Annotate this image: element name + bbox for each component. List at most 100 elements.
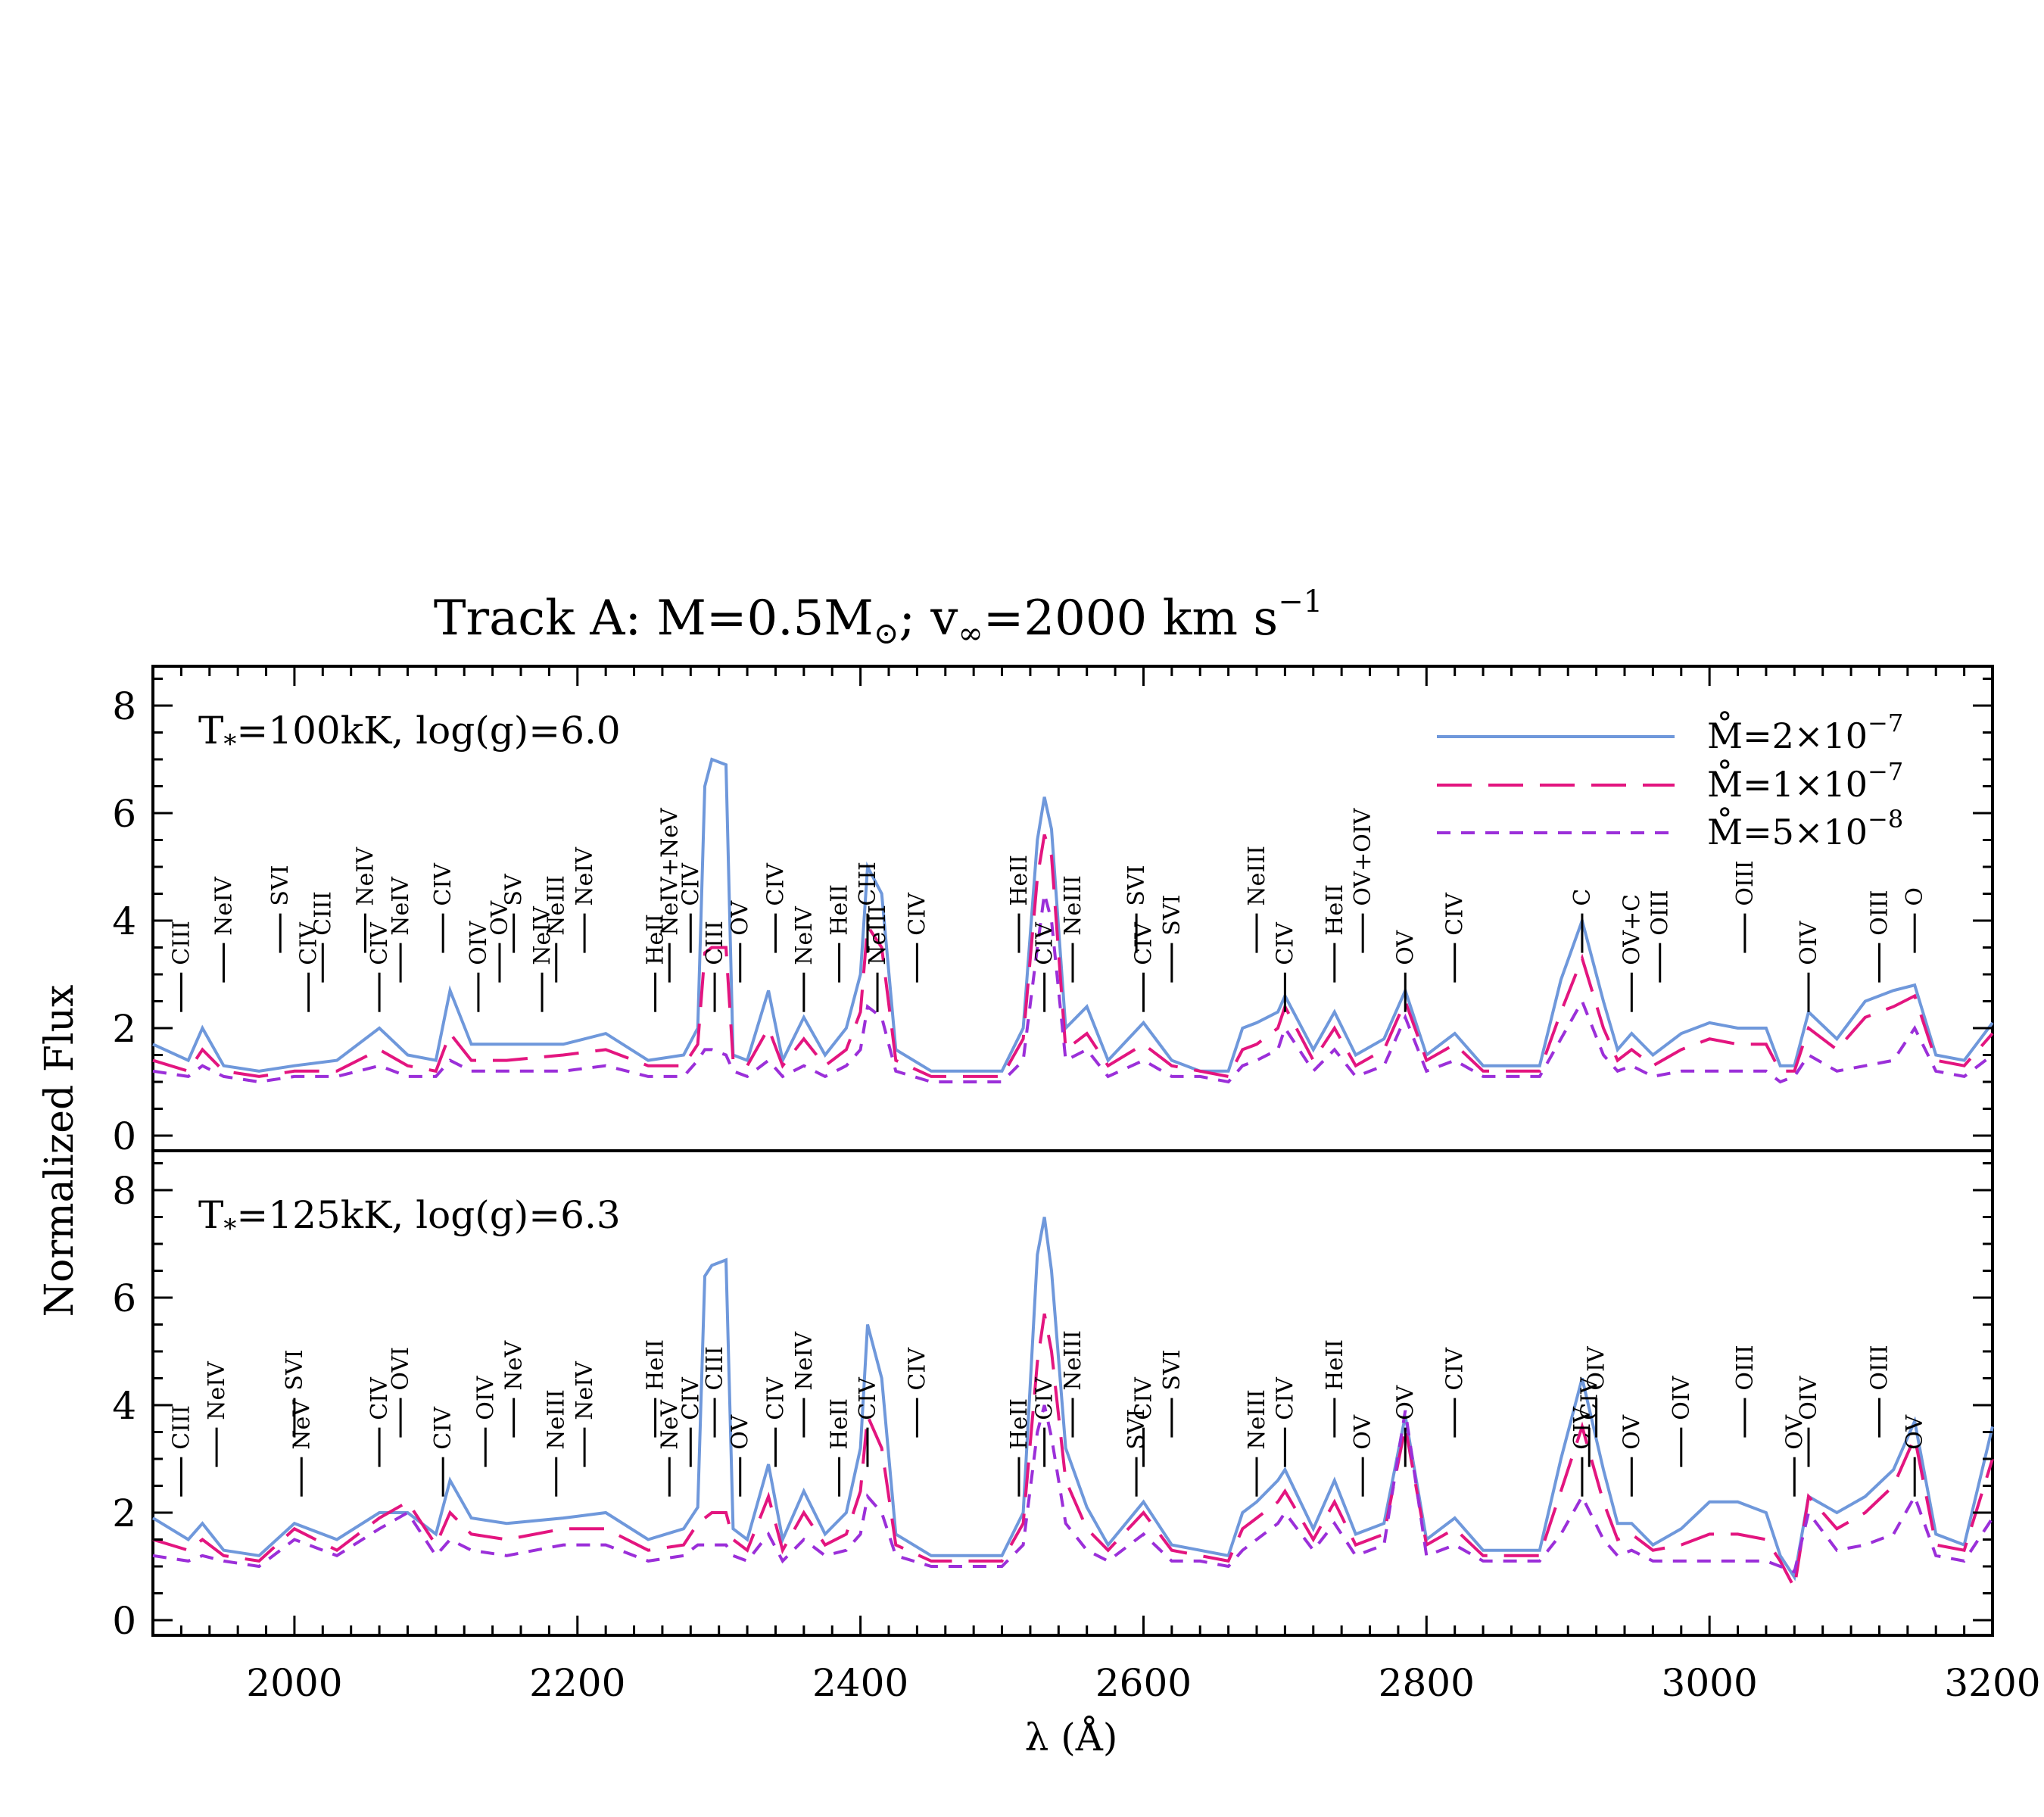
line-id-label: NeIV	[204, 1360, 230, 1420]
y-tick-label: 2	[112, 1491, 136, 1535]
line-id-label: CIII	[310, 891, 336, 936]
line-id-label: NeIV	[352, 846, 379, 906]
y-tick-label: 4	[112, 1384, 136, 1428]
line-id-label: SVI	[1123, 1409, 1150, 1450]
line-id-label: NeIV	[388, 876, 414, 936]
title-sup: −1	[1278, 584, 1323, 619]
y-tick-label: 6	[112, 1276, 136, 1320]
line-id-label: OVI	[388, 1347, 414, 1391]
line-id-label: OIV	[1669, 1375, 1695, 1420]
line-id-label: CIV	[366, 921, 393, 965]
line-id-label: OV	[1392, 1385, 1419, 1420]
y-tick-label: 6	[112, 792, 136, 836]
line-id-label: SVI	[267, 865, 294, 906]
line-id-label: CIV	[1131, 1376, 1158, 1420]
y-tick-label: 0	[112, 1114, 136, 1158]
title-inf: ∞	[958, 616, 983, 651]
line-id-label: SVI	[282, 1350, 308, 1391]
line-id-label: CIV	[430, 1406, 456, 1450]
line-id-label: CIII	[855, 862, 881, 906]
title-tail: =2000 km s	[983, 591, 1279, 647]
line-id-label: CIV	[904, 892, 930, 936]
line-id-label: CIV	[763, 1376, 790, 1420]
line-id-label: HeII	[827, 1398, 853, 1450]
line-id-label: NeIV	[572, 1360, 598, 1420]
line-id-label: CIV	[1272, 1376, 1298, 1420]
line-id-label: OIV	[466, 920, 492, 965]
x-tick-label: 3000	[1662, 1661, 1758, 1705]
line-id-label: CIV	[1569, 1406, 1596, 1450]
line-id-label: SV	[501, 873, 528, 906]
line-id-label: NeIV	[791, 1331, 818, 1391]
line-id-label: CIV	[1032, 1376, 1058, 1420]
line-id-label: HeII	[1322, 1339, 1348, 1391]
y-tick-label: 0	[112, 1599, 136, 1643]
line-id-label: OV+C	[1619, 894, 1645, 965]
line-id-label: CIII	[702, 1346, 728, 1391]
line-id-label: NeIV	[791, 905, 818, 965]
line-id-label: CIII	[168, 1405, 195, 1450]
line-id-label: NeV	[656, 1399, 683, 1450]
line-id-label: O	[1902, 887, 1928, 906]
title-sun-symbol: ⊙	[874, 616, 899, 651]
y-axis-label: Normalized Flux	[37, 985, 83, 1317]
line-id-label: CIII	[702, 921, 728, 965]
x-tick-label: 2200	[529, 1661, 625, 1705]
line-id-label: CIV	[678, 1376, 704, 1420]
line-id-label: NeV	[288, 1399, 315, 1450]
line-id-label: NeIII	[1060, 875, 1086, 936]
line-id-label: OIII	[1732, 1345, 1759, 1390]
series-line-p2-1	[151, 1217, 1994, 1582]
line-id-label: OIII	[1732, 860, 1759, 905]
x-axis-label: λ (Å)	[1025, 1715, 1118, 1759]
x-tick-label: 2000	[246, 1661, 342, 1705]
x-tick-label: 3200	[1944, 1661, 2040, 1705]
line-id-label: CIV	[1442, 1347, 1469, 1391]
line-id-label: NeIV	[211, 876, 238, 936]
line-id-label: OV	[1619, 1414, 1645, 1450]
line-id-label: OIII	[1867, 1345, 1893, 1390]
legend-label-3: M̊=5×10−8	[1707, 805, 1903, 852]
line-id-label: OIV	[1584, 1345, 1610, 1390]
line-id-label: NeIII	[1060, 1330, 1086, 1391]
line-id-label: NeIII	[544, 1389, 570, 1450]
line-id-label: HeII	[827, 884, 853, 936]
line-id-label: NeIV	[572, 846, 598, 906]
line-id-label: NeIII	[544, 875, 570, 936]
line-id-label: HeII	[643, 1339, 669, 1391]
line-id-label: OV	[1781, 1414, 1808, 1450]
line-id-label: C	[1569, 889, 1596, 906]
line-id-label: OIII	[1867, 890, 1893, 936]
line-id-label: OV	[1350, 1414, 1376, 1450]
line-id-label: NeV	[501, 1340, 528, 1391]
line-id-label: CIV	[678, 862, 704, 906]
y-tick-label: 8	[112, 1169, 136, 1213]
line-id-label: OIV	[1796, 920, 1822, 965]
line-id-label: OIII	[1647, 890, 1674, 936]
series-line-p1-1	[152, 757, 1994, 1073]
line-id-label: CIV	[1576, 1376, 1603, 1420]
line-id-label: HeII	[1322, 884, 1348, 936]
chart-title: Track A: M=0.5M⊙; v∞=2000 km s−1	[434, 584, 1323, 651]
line-id-label: CIV	[1442, 892, 1469, 936]
line-id-label: CIV	[904, 1347, 930, 1391]
legend-label-1: M̊=2×10−7	[1707, 709, 1903, 756]
line-id-label: OV	[487, 900, 513, 936]
x-tick-label: 2800	[1379, 1661, 1475, 1705]
y-tick-label: 8	[112, 684, 136, 728]
line-id-label: CIV	[430, 862, 456, 906]
line-id-label: HeII	[643, 914, 669, 965]
line-id-label: HeII	[1006, 1398, 1033, 1450]
line-id-label: NeIII	[1244, 846, 1270, 906]
line-id-label: CIV	[1032, 921, 1058, 965]
title-main: Track A: M=0.5M	[434, 591, 874, 647]
line-id-label: OIV	[472, 1375, 499, 1420]
line-id-label: CIV	[366, 1376, 393, 1420]
line-id-label: NeIV+NeV	[656, 807, 683, 936]
line-id-label: OV	[1392, 930, 1419, 965]
axis-ticks: 2000 2200 2400 2600 2800 3000 3200 0 2 4 6 8 0 2 4 6 8	[112, 666, 2041, 1705]
line-id-label: OV	[728, 1414, 754, 1450]
panel1-curves	[152, 757, 1994, 1084]
